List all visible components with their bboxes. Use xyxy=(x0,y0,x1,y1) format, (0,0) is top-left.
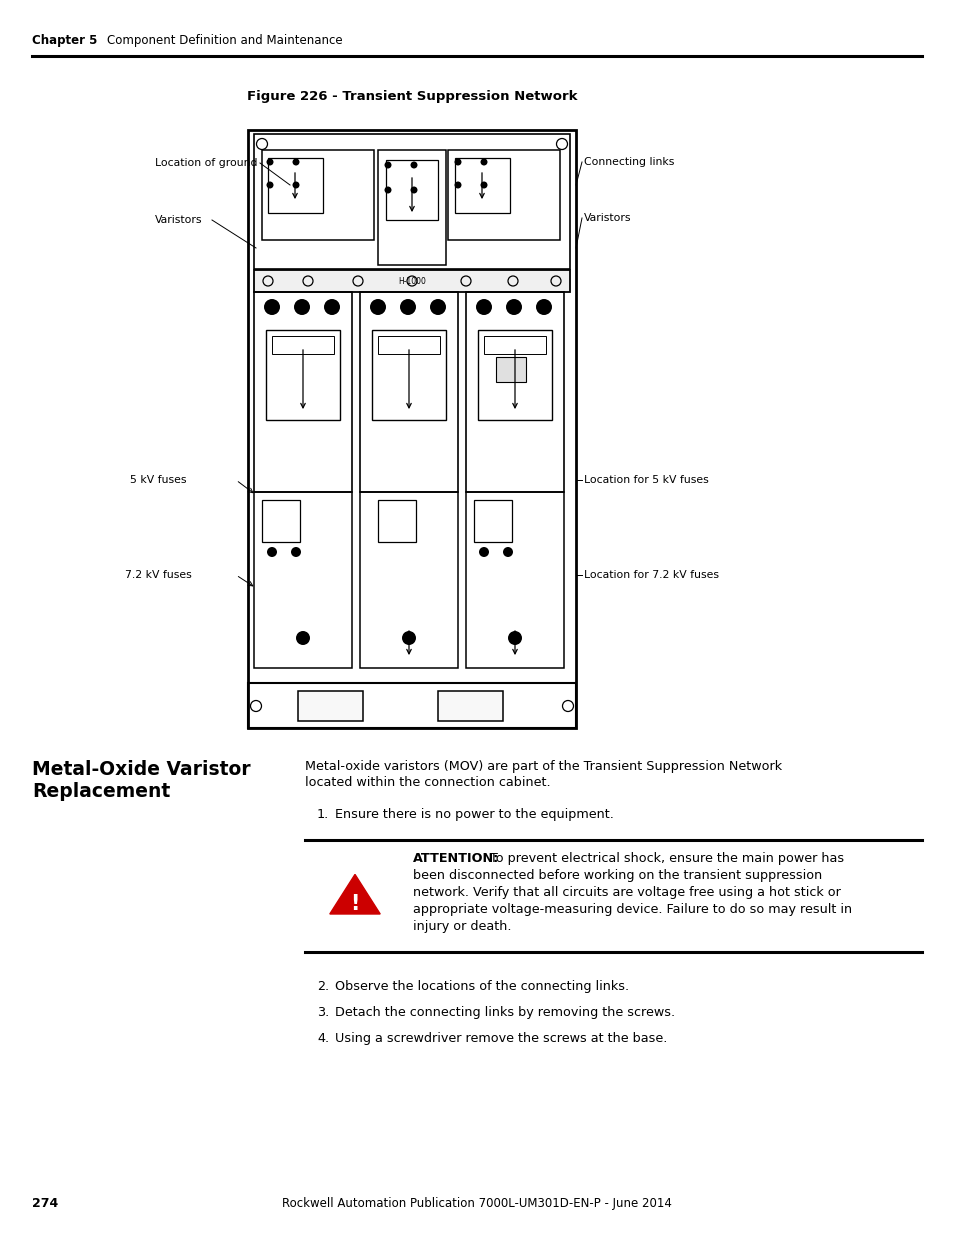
Text: H-1000: H-1000 xyxy=(397,277,425,285)
Bar xyxy=(465,492,563,668)
Text: injury or death.: injury or death. xyxy=(413,920,511,932)
Circle shape xyxy=(266,158,274,165)
Bar xyxy=(377,500,416,542)
Text: 4.: 4. xyxy=(316,1032,329,1045)
Text: Varistors: Varistors xyxy=(583,212,631,224)
Text: located within the connection cabinet.: located within the connection cabinet. xyxy=(305,776,550,789)
Bar xyxy=(496,357,525,382)
Circle shape xyxy=(370,299,386,315)
Bar xyxy=(455,158,510,212)
Text: Ensure there is no power to the equipment.: Ensure there is no power to the equipmen… xyxy=(335,808,613,821)
Bar xyxy=(359,492,457,668)
Bar xyxy=(359,291,457,492)
Circle shape xyxy=(384,186,391,194)
Text: 5 kV fuses: 5 kV fuses xyxy=(130,475,186,485)
Text: 1.: 1. xyxy=(316,808,329,821)
Bar xyxy=(377,336,439,354)
Bar xyxy=(248,130,576,727)
Text: Location for 7.2 kV fuses: Location for 7.2 kV fuses xyxy=(583,571,719,580)
Bar xyxy=(372,330,446,420)
Text: ATTENTION:: ATTENTION: xyxy=(413,852,498,864)
Circle shape xyxy=(401,631,416,645)
Text: 274: 274 xyxy=(32,1197,58,1210)
Text: Figure 226 - Transient Suppression Network: Figure 226 - Transient Suppression Netwo… xyxy=(247,90,577,103)
Circle shape xyxy=(267,547,276,557)
Circle shape xyxy=(454,158,461,165)
Circle shape xyxy=(454,182,461,189)
Text: Metal-Oxide Varistor: Metal-Oxide Varistor xyxy=(32,760,251,779)
Circle shape xyxy=(480,182,487,189)
Circle shape xyxy=(476,299,492,315)
Circle shape xyxy=(293,182,299,189)
Text: 2.: 2. xyxy=(316,981,329,993)
Bar xyxy=(268,158,323,212)
Bar xyxy=(253,135,569,269)
Circle shape xyxy=(291,547,301,557)
Bar xyxy=(248,683,576,727)
Text: Chapter 5: Chapter 5 xyxy=(32,35,97,47)
Bar xyxy=(474,500,512,542)
Text: Rockwell Automation Publication 7000L-UM301D-EN-P - June 2014: Rockwell Automation Publication 7000L-UM… xyxy=(282,1197,671,1210)
Circle shape xyxy=(480,158,487,165)
Circle shape xyxy=(264,299,280,315)
Text: Metal-oxide varistors (MOV) are part of the Transient Suppression Network: Metal-oxide varistors (MOV) are part of … xyxy=(305,760,781,773)
Circle shape xyxy=(410,186,417,194)
Text: Observe the locations of the connecting links.: Observe the locations of the connecting … xyxy=(335,981,628,993)
Circle shape xyxy=(507,631,521,645)
Bar xyxy=(297,692,363,721)
Text: Component Definition and Maintenance: Component Definition and Maintenance xyxy=(107,35,342,47)
Text: appropriate voltage-measuring device. Failure to do so may result in: appropriate voltage-measuring device. Fa… xyxy=(413,903,851,916)
Bar xyxy=(253,492,352,668)
Text: Varistors: Varistors xyxy=(154,215,202,225)
Circle shape xyxy=(384,162,391,168)
Bar xyxy=(437,692,502,721)
Circle shape xyxy=(399,299,416,315)
Text: To prevent electrical shock, ensure the main power has: To prevent electrical shock, ensure the … xyxy=(485,852,843,864)
Bar xyxy=(262,500,299,542)
Bar xyxy=(483,336,545,354)
Text: Connecting links: Connecting links xyxy=(583,157,674,167)
Bar xyxy=(262,149,374,240)
Bar xyxy=(253,291,352,492)
Circle shape xyxy=(536,299,552,315)
Text: Replacement: Replacement xyxy=(32,782,170,802)
Polygon shape xyxy=(330,874,380,914)
Circle shape xyxy=(478,547,489,557)
Text: Detach the connecting links by removing the screws.: Detach the connecting links by removing … xyxy=(335,1007,675,1019)
Bar xyxy=(386,161,437,220)
Bar xyxy=(253,270,569,291)
Circle shape xyxy=(295,631,310,645)
Text: 3.: 3. xyxy=(316,1007,329,1019)
Text: Using a screwdriver remove the screws at the base.: Using a screwdriver remove the screws at… xyxy=(335,1032,667,1045)
Text: been disconnected before working on the transient suppression: been disconnected before working on the … xyxy=(413,869,821,882)
Circle shape xyxy=(324,299,339,315)
Circle shape xyxy=(502,547,513,557)
Bar xyxy=(377,149,446,266)
Text: Location for 5 kV fuses: Location for 5 kV fuses xyxy=(583,475,708,485)
Bar xyxy=(266,330,339,420)
Bar xyxy=(272,336,334,354)
Text: Location of ground: Location of ground xyxy=(154,158,257,168)
Circle shape xyxy=(430,299,446,315)
Text: 7.2 kV fuses: 7.2 kV fuses xyxy=(125,571,192,580)
Bar xyxy=(465,291,563,492)
Bar xyxy=(477,330,552,420)
Bar xyxy=(448,149,559,240)
Text: !: ! xyxy=(350,894,359,914)
Circle shape xyxy=(294,299,310,315)
Circle shape xyxy=(293,158,299,165)
Text: network. Verify that all circuits are voltage free using a hot stick or: network. Verify that all circuits are vo… xyxy=(413,885,840,899)
Circle shape xyxy=(505,299,521,315)
Circle shape xyxy=(266,182,274,189)
Circle shape xyxy=(410,162,417,168)
